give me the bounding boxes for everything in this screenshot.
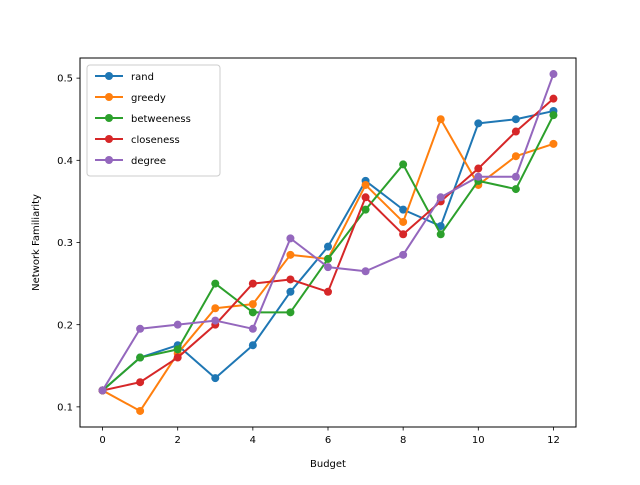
legend-item-betweeness: betweeness: [95, 114, 191, 125]
legend-label: closeness: [131, 135, 180, 146]
data-point-rand: [511, 115, 520, 124]
data-point-rand: [324, 242, 332, 251]
data-point-betweeness: [173, 345, 182, 354]
data-point-closeness: [549, 94, 558, 103]
data-point-betweeness: [511, 185, 520, 194]
x-tick-label: 8: [400, 435, 406, 446]
data-point-greedy: [136, 406, 145, 415]
data-point-betweeness: [361, 205, 370, 214]
data-point-closeness: [324, 287, 332, 296]
data-point-rand: [474, 119, 483, 128]
data-point-closeness: [474, 164, 483, 173]
data-point-betweeness: [286, 308, 295, 317]
data-point-greedy: [361, 180, 370, 189]
y-axis-label: Network Familiarity: [31, 194, 42, 291]
x-axis-label: Budget: [310, 459, 346, 470]
data-point-rand: [286, 287, 295, 296]
data-point-degree: [474, 172, 483, 181]
legend-marker: [105, 114, 113, 122]
y-tick-label: 0.4: [57, 156, 73, 167]
data-point-rand: [248, 341, 257, 350]
legend-marker: [105, 72, 113, 80]
data-point-degree: [211, 316, 220, 325]
data-point-rand: [436, 222, 445, 231]
x-tick-label: 4: [250, 435, 256, 446]
data-point-greedy: [211, 304, 220, 313]
data-point-closeness: [173, 353, 182, 362]
data-point-closeness: [248, 279, 257, 288]
data-point-greedy: [248, 300, 257, 309]
x-tick-label: 0: [99, 435, 105, 446]
data-point-degree: [173, 320, 182, 329]
data-point-betweeness: [211, 279, 220, 288]
data-point-degree: [361, 267, 370, 276]
y-tick-label: 0.1: [57, 402, 73, 413]
data-point-greedy: [399, 217, 408, 226]
legend: rand greedy betweeness closeness degree: [86, 64, 221, 177]
data-point-betweeness: [136, 353, 145, 362]
data-point-greedy: [436, 115, 445, 124]
data-point-degree: [136, 324, 145, 333]
data-point-degree: [98, 386, 107, 395]
data-point-closeness: [511, 127, 520, 136]
legend-label: rand: [131, 72, 154, 83]
data-point-betweeness: [436, 230, 445, 239]
legend-item-greedy: greedy: [95, 93, 166, 104]
legend-marker: [105, 156, 113, 164]
data-point-closeness: [286, 275, 295, 284]
legend-item-closeness: closeness: [95, 135, 180, 146]
data-point-betweeness: [399, 160, 408, 169]
x-tick-label: 6: [325, 435, 331, 446]
legend-marker: [105, 135, 113, 143]
data-point-degree: [324, 263, 332, 272]
data-point-rand: [211, 374, 220, 383]
data-point-rand: [399, 205, 408, 214]
data-point-degree: [399, 250, 408, 259]
x-tick-label: 12: [547, 435, 560, 446]
data-point-closeness: [136, 378, 145, 387]
data-point-degree: [286, 234, 295, 243]
y-axis: 0.1 0.2 0.3 0.4 0.5: [57, 74, 80, 413]
legend-box: [86, 64, 221, 177]
legend-item-rand: rand: [95, 72, 154, 83]
data-point-greedy: [511, 152, 520, 161]
series-degree: [98, 70, 558, 395]
y-tick-label: 0.3: [57, 238, 73, 249]
data-point-closeness: [361, 193, 370, 202]
data-point-betweeness: [324, 254, 332, 263]
y-tick-label: 0.2: [57, 320, 73, 331]
legend-label: greedy: [131, 93, 166, 104]
data-point-betweeness: [549, 111, 558, 120]
data-point-greedy: [549, 139, 558, 148]
data-point-closeness: [399, 230, 408, 239]
data-point-degree: [549, 70, 558, 79]
data-point-degree: [511, 172, 520, 181]
legend-item-degree: degree: [95, 156, 166, 167]
y-tick-label: 0.5: [57, 74, 73, 85]
legend-label: betweeness: [131, 114, 191, 125]
x-axis: 0 2 4 6 8 10 12: [99, 427, 560, 446]
legend-label: degree: [131, 156, 166, 167]
data-point-degree: [248, 324, 257, 333]
legend-marker: [105, 93, 113, 101]
data-point-degree: [436, 193, 445, 202]
data-point-betweeness: [248, 308, 257, 317]
data-point-greedy: [286, 250, 295, 259]
series-layer: [98, 70, 558, 415]
x-tick-label: 10: [472, 435, 485, 446]
x-tick-label: 2: [175, 435, 181, 446]
